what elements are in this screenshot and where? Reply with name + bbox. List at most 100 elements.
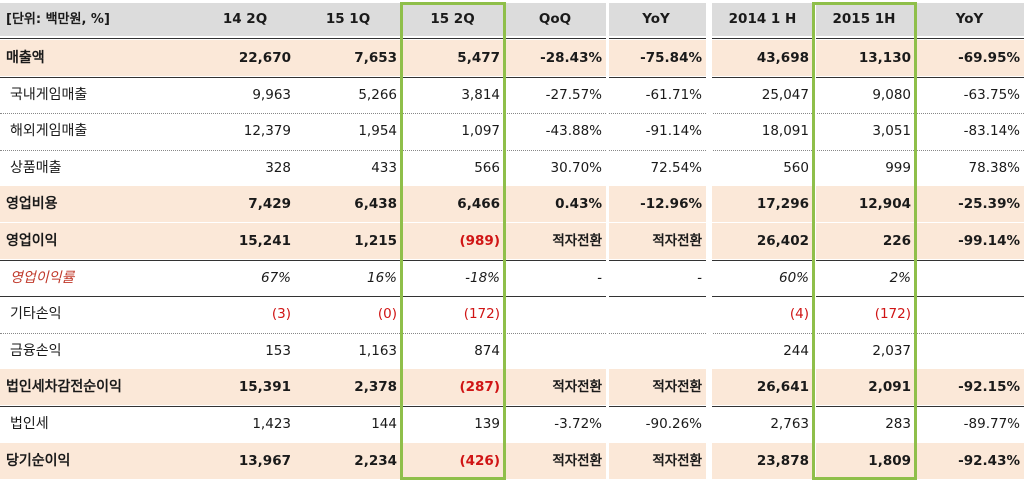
cell-col-yoy-1h: -83.14% (963, 123, 1020, 140)
cell-col-yoy: 적자전환 (652, 233, 702, 249)
cell-col-15-1q: 16% (366, 269, 397, 286)
row-highlight (0, 186, 401, 223)
cell-col-14-2q: 1,423 (252, 416, 291, 432)
header-col-2015-1h: 2015 1H (813, 3, 915, 36)
cell-col-2015-1h: 2,091 (868, 379, 911, 396)
cell-col-yoy-1h: -89.77% (963, 416, 1020, 432)
cell-col-2015-1h: 1,809 (868, 452, 911, 469)
table-header: [단위: 백만원, %] 14 2Q 15 1Q 15 2Q QoQ YoY 2014 1 … (0, 3, 1024, 36)
header-col-15-2q: 15 2Q (401, 3, 504, 36)
cell-col-2014-1h: 26,641 (756, 379, 809, 396)
row-label: 영업이익률 (10, 269, 75, 286)
cell-col-yoy-1h: -63.75% (963, 86, 1020, 103)
cell-col-qoq: 0.43% (555, 196, 602, 213)
header-col-2014-1h: 2014 1 H (712, 3, 813, 36)
cell-col-15-2q: 5,477 (457, 50, 500, 66)
cell-col-15-2q: 3,814 (461, 86, 500, 103)
cell-col-15-2q: (287) (459, 379, 500, 396)
cell-col-14-2q: 9,963 (252, 86, 291, 103)
row-divider (0, 76, 1024, 78)
cell-col-2015-1h: 283 (885, 416, 911, 432)
cell-col-yoy-1h: -92.15% (958, 379, 1020, 396)
row-label: 법인세차감전순이익 (6, 379, 122, 396)
cell-col-15-2q: (989) (459, 233, 500, 249)
cell-col-15-2q: (426) (459, 452, 500, 469)
table-row: 영업이익률 67% 16% -18% - - 60% 2% (0, 260, 1024, 296)
cell-col-2015-1h: 3,051 (872, 123, 911, 140)
cell-col-qoq: 30.70% (550, 159, 602, 176)
table-row: 법인세차감전순이익 15,391 2,378 (287) 적자전환 적자전환 26,641 2… (0, 369, 1024, 406)
row-divider (0, 259, 1024, 261)
cell-col-15-1q: 433 (371, 159, 397, 176)
cell-col-14-2q: 15,241 (238, 233, 291, 249)
row-divider (0, 113, 1024, 115)
row-label: 법인세 (10, 416, 49, 432)
cell-col-qoq (504, 296, 606, 332)
cell-col-15-1q: 7,653 (354, 50, 397, 66)
cell-col-14-2q: 67% (260, 269, 291, 286)
cell-col-14-2q: 15,391 (238, 379, 291, 396)
cell-col-2015-1h: 2,037 (872, 342, 911, 359)
table-row: 금융손익 153 1,163 874 244 2,037 (0, 333, 1024, 369)
cell-col-yoy: -61.71% (645, 86, 702, 103)
cell-col-2015-1h: 226 (882, 233, 911, 249)
row-label: 당기순이익 (6, 452, 71, 469)
cell-col-yoy: 적자전환 (652, 452, 702, 469)
cell-col-14-2q: 22,670 (238, 50, 291, 66)
cell-col-qoq: 적자전환 (552, 452, 602, 469)
table-row: 당기순이익 13,967 2,234 (426) 적자전환 적자전환 23,878 1,809… (0, 442, 1024, 479)
cell-col-yoy-1h: -69.95% (958, 50, 1020, 66)
row-label: 국내게임매출 (10, 86, 88, 103)
row-divider (0, 332, 1024, 334)
cell-col-yoy: -91.14% (645, 123, 702, 140)
header-col-14-2q: 14 2Q (195, 3, 295, 36)
header-col-qoq: QoQ (504, 3, 606, 36)
cell-col-15-1q: 1,215 (354, 233, 397, 249)
cell-col-qoq: -27.57% (545, 86, 602, 103)
cell-col-15-2q: 566 (474, 159, 500, 176)
cell-col-2014-1h: 2,763 (770, 416, 809, 432)
row-label: 매출액 (6, 50, 45, 66)
cell-col-15-1q: 5,266 (358, 86, 397, 103)
row-label: 금융손익 (10, 342, 62, 359)
row-highlight (0, 223, 401, 259)
cell-col-14-2q: 13,967 (238, 452, 291, 469)
column-gap (606, 0, 609, 482)
row-label: 해외게임매출 (10, 123, 88, 140)
cell-col-15-1q: 1,163 (358, 342, 397, 359)
cell-col-yoy-1h: -99.14% (958, 233, 1020, 249)
cell-col-15-2q: 139 (474, 416, 500, 432)
cell-col-15-2q: 1,097 (461, 123, 500, 140)
cell-col-yoy: -75.84% (640, 50, 702, 66)
cell-col-2015-1h: 13,130 (858, 50, 911, 66)
header-divider (0, 38, 1024, 39)
cell-col-yoy (606, 333, 706, 369)
cell-col-qoq: 적자전환 (552, 233, 602, 249)
cell-col-qoq: -3.72% (554, 416, 602, 432)
cell-col-qoq: -28.43% (540, 50, 602, 66)
table-row: 매출액 22,670 7,653 5,477 -28.43% -75.84% 43,698 1… (0, 40, 1024, 76)
cell-col-yoy-1h: -25.39% (958, 196, 1020, 213)
cell-col-15-1q: 144 (371, 416, 397, 432)
cell-col-2014-1h: 244 (783, 342, 809, 359)
unit-label: [단위: 백만원, %] (0, 3, 195, 36)
row-highlight (813, 186, 1024, 223)
cell-col-15-2q: 874 (474, 342, 500, 359)
cell-col-yoy: -12.96% (640, 196, 702, 213)
row-label: 상품매출 (10, 159, 62, 176)
cell-col-14-2q: (3) (271, 306, 291, 323)
row-label: 기타손익 (10, 306, 62, 323)
header-col-yoy: YoY (606, 3, 706, 36)
cell-col-14-2q: 153 (265, 342, 291, 359)
cell-col-2014-1h: 560 (783, 159, 809, 176)
cell-col-yoy-1h (915, 260, 1024, 296)
cell-col-15-1q: 6,438 (354, 196, 397, 213)
cell-col-15-1q: 2,378 (354, 379, 397, 396)
table-row: 법인세 1,423 144 139 -3.72% -90.26% 2,763 283 -89.7… (0, 406, 1024, 442)
header-col-15-1q: 15 1Q (295, 3, 401, 36)
cell-col-2014-1h: 18,091 (761, 123, 809, 140)
cell-col-yoy: -90.26% (645, 416, 702, 432)
cell-col-2014-1h: 60% (778, 269, 809, 286)
row-highlight (813, 223, 1024, 259)
cell-col-yoy-1h (915, 333, 1024, 369)
